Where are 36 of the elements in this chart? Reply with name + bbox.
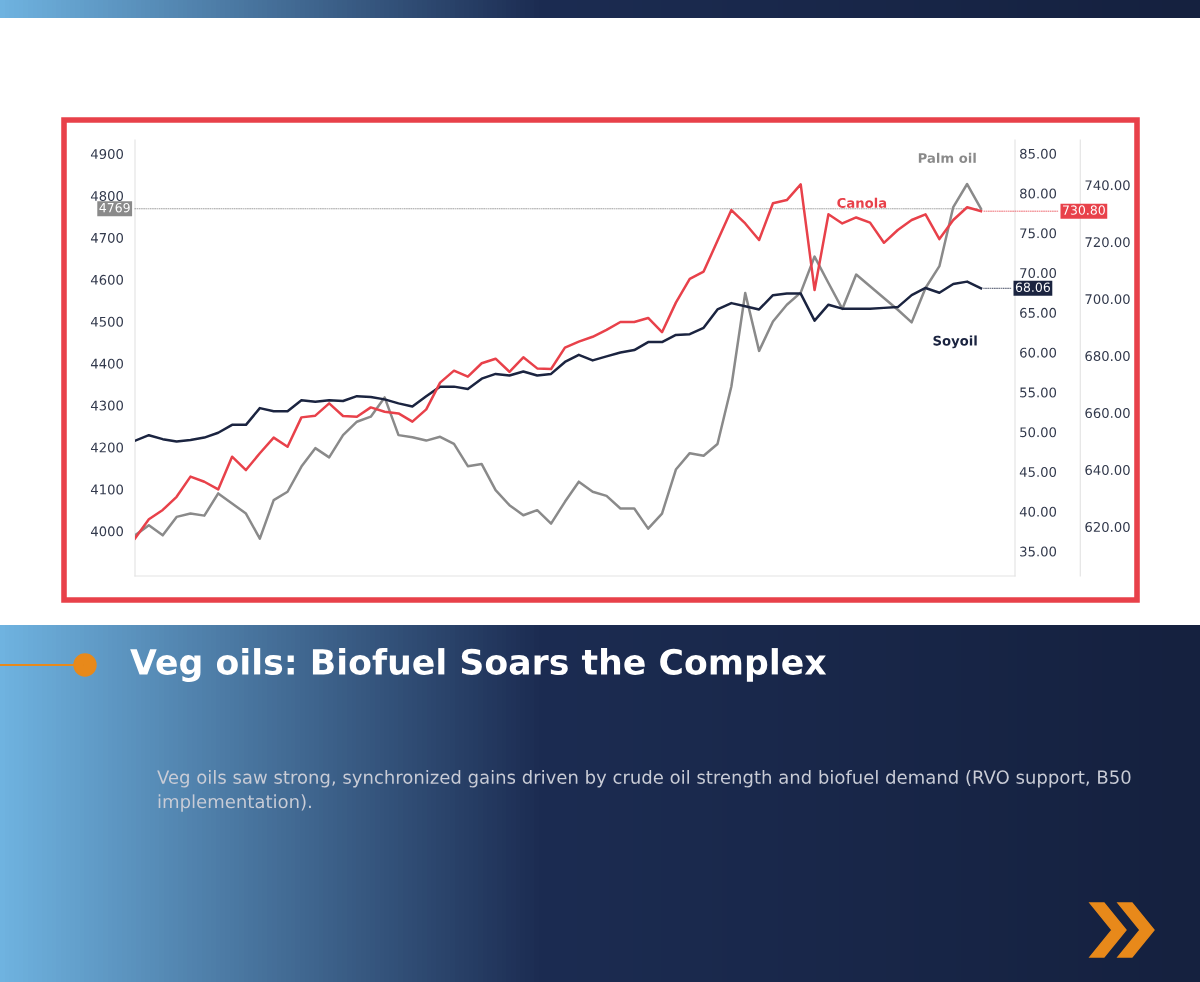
series-label: Palm oil	[918, 152, 976, 164]
data-label: 68.06	[1015, 282, 1050, 292]
y3-tick-label: 740.00	[1085, 180, 1130, 191]
y-tick-label: 4900	[90, 149, 124, 160]
y2-tick-label: 40.00	[1019, 506, 1057, 517]
y3-tick-label: 720.00	[1085, 237, 1130, 248]
y-tick-label: 4800	[90, 190, 124, 201]
data-label: 4769	[99, 202, 130, 213]
data-label: 730.80	[1063, 205, 1105, 215]
y2-tick-label: 75.00	[1020, 228, 1057, 239]
y2-tick-label: 65.00	[1020, 307, 1057, 318]
y2-tick-label: 55.00	[1020, 387, 1057, 398]
y3-tick-label: 700.00	[1085, 294, 1130, 305]
text: Veg oils saw strong, synchronized gains driven by crude oil strength and biofuel demand (RVO support, B50 implementation).	[157, 770, 1131, 812]
y3-tick-label: 660.00	[1085, 408, 1130, 419]
y-tick-label: 4700	[90, 232, 124, 243]
y-tick-label: 4600	[90, 274, 124, 285]
y2-tick-label: 35.00	[1020, 546, 1057, 557]
y2-tick-label: 60.00	[1020, 347, 1057, 358]
y2-tick-label: 70.00	[1020, 268, 1057, 279]
y3-tick-label: 620.00	[1085, 521, 1130, 532]
y-tick-label: 4300	[90, 400, 124, 411]
y2-tick-label: 80.00	[1020, 188, 1057, 199]
text: Soyoil	[933, 335, 977, 349]
text: Veg oils: Biofuel Soars the Complex	[130, 648, 827, 682]
y2-tick-label: 85.00	[1020, 148, 1057, 159]
y-tick-label: 4500	[90, 316, 124, 327]
y3-tick-label: 680.00	[1085, 351, 1130, 362]
y-tick-label: 4200	[90, 442, 124, 453]
y-tick-label: 4000	[90, 526, 124, 537]
y3-tick-label: 640.00	[1085, 465, 1130, 475]
y2-tick-label: 45.00	[1019, 466, 1057, 477]
y2-tick-label: 50.00	[1020, 427, 1057, 438]
y-tick-label: 4100	[90, 484, 124, 495]
y-tick-label: 4400	[90, 358, 124, 369]
series-label: Canola	[837, 197, 887, 208]
